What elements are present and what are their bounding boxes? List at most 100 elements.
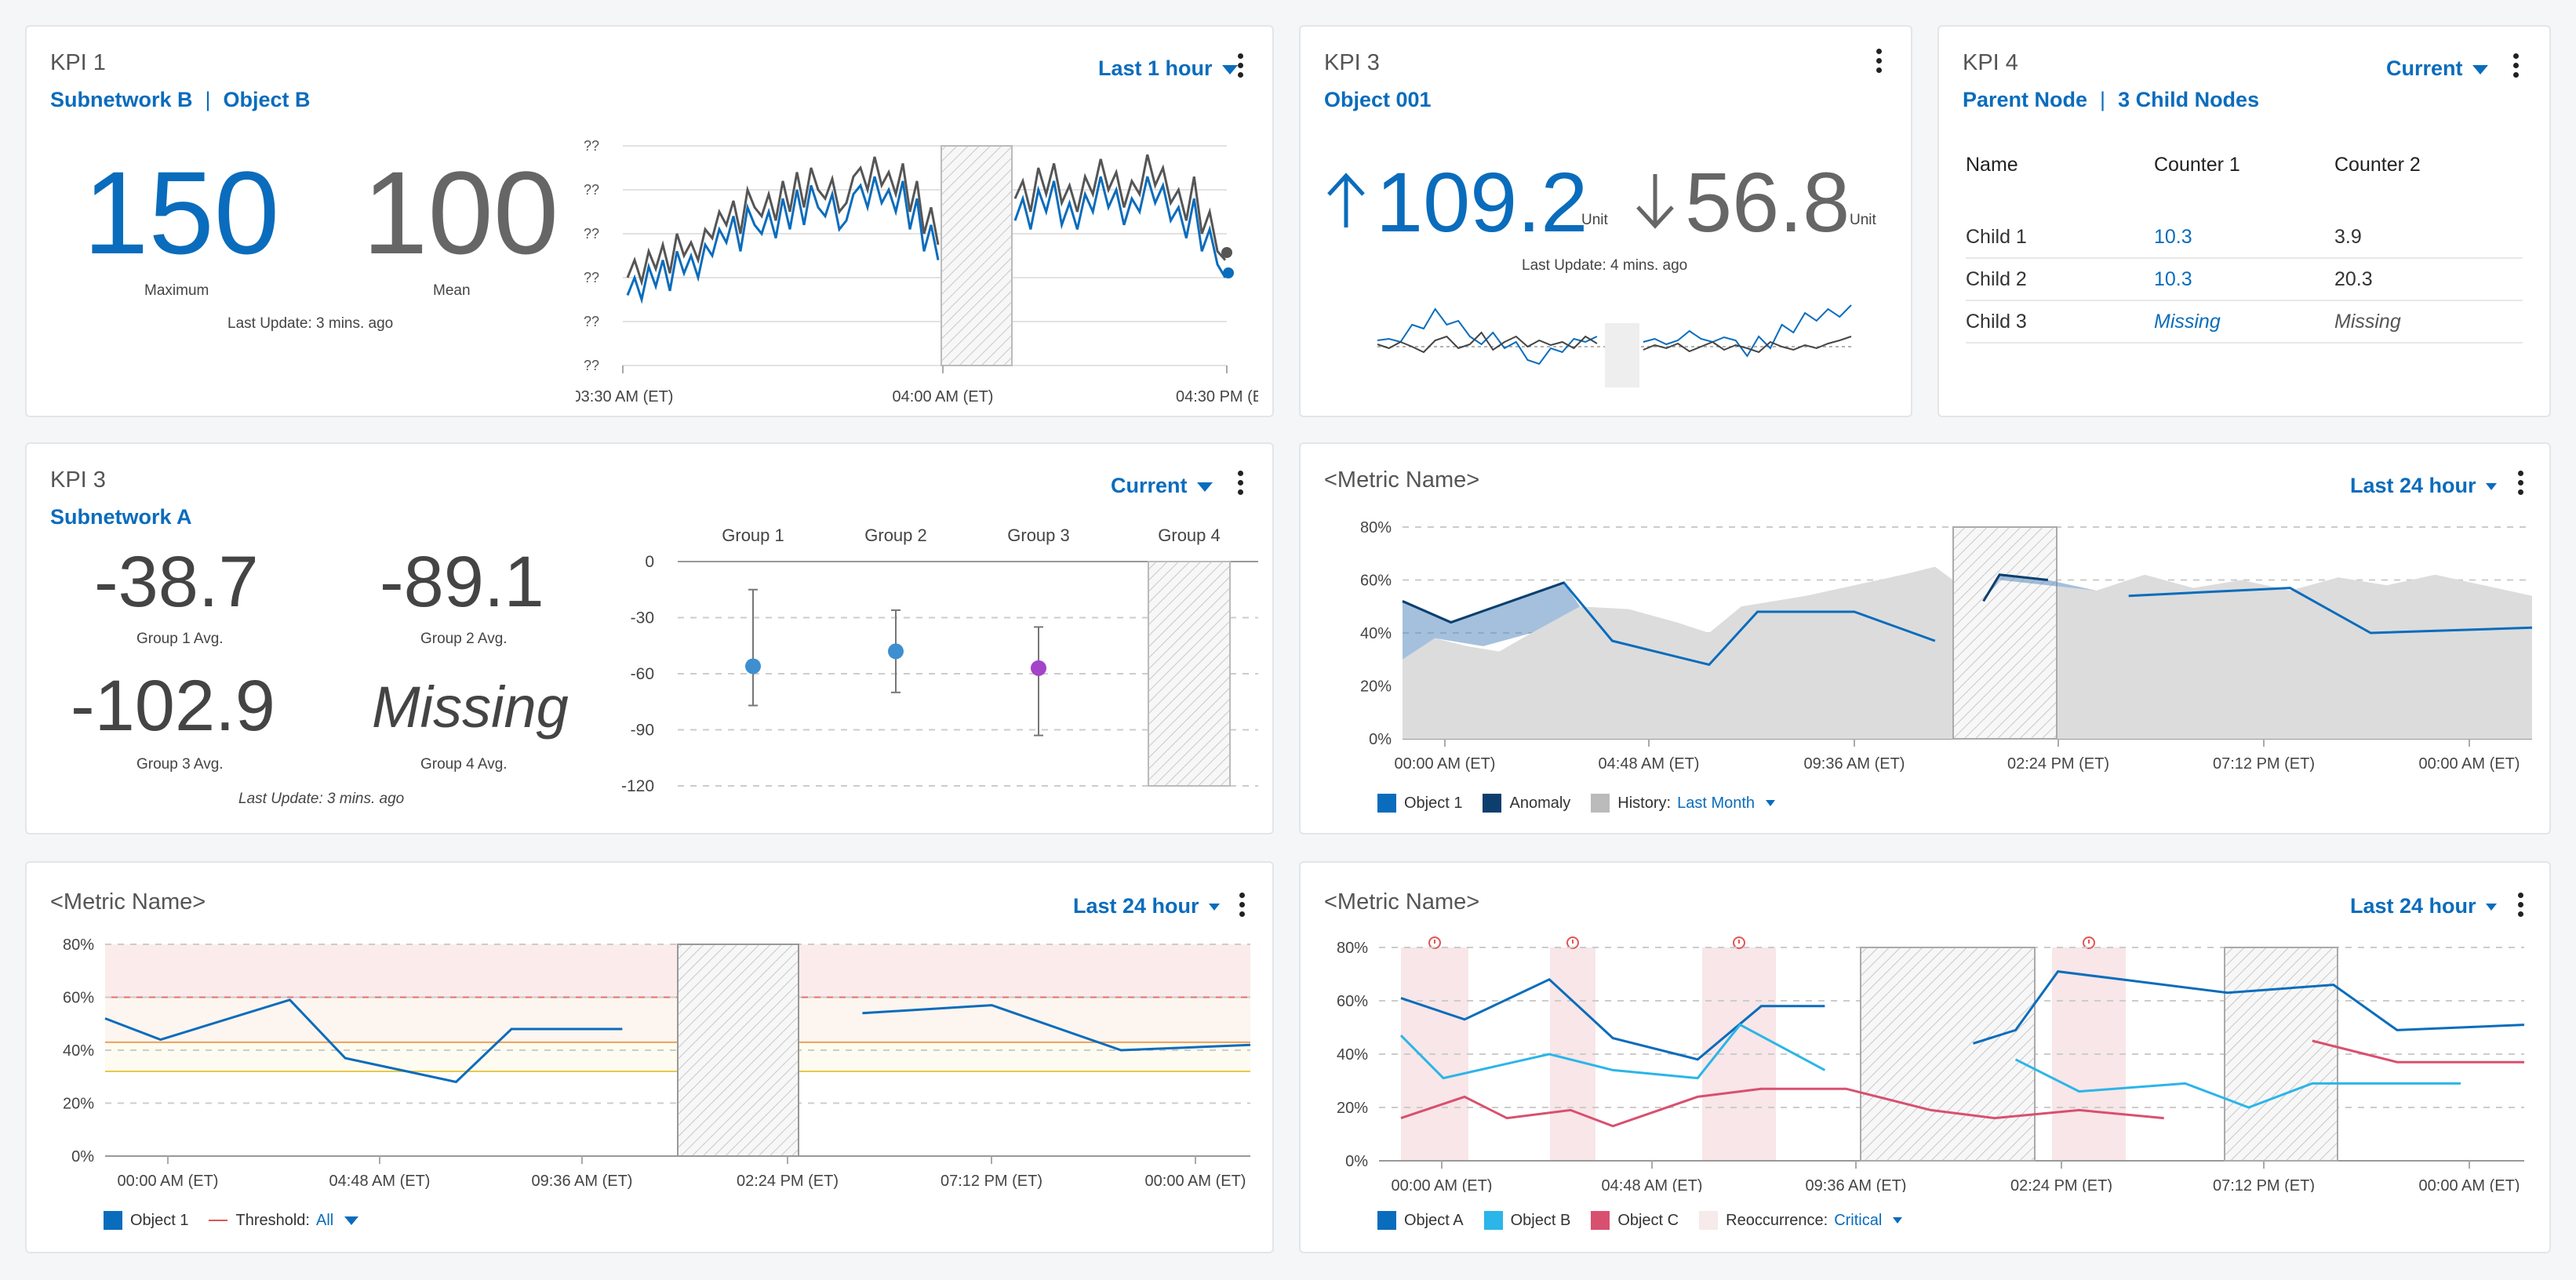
kpi1-mean-label: Mean: [433, 282, 471, 299]
legend-label: Threshold:: [235, 1211, 310, 1229]
kpi3-mid-title: KPI 3: [50, 467, 106, 493]
x-tick-label: 04:48 AM (ET): [1599, 755, 1700, 773]
metric-history-title: <Metric Name>: [1324, 467, 1480, 493]
threshold-option-dropdown[interactable]: All: [315, 1211, 334, 1229]
legend-label: Object 1: [130, 1211, 189, 1229]
legend-swatch: [1591, 794, 1610, 813]
more-options-icon[interactable]: [1235, 53, 1246, 83]
legend-label: Anomaly: [1509, 794, 1571, 812]
kpi3-top-card: KPI 3 Object 001 109.2 Unit 56.8 Unit La…: [1299, 25, 1912, 417]
alert-icon: [1733, 936, 1745, 949]
group1-avg-value: -38.7: [94, 542, 259, 622]
x-tick-label: 04:00 AM (ET): [893, 388, 994, 405]
kpi4-breadcrumb: Parent Node | 3 Child Nodes: [1963, 88, 2259, 112]
more-options-icon[interactable]: [1236, 893, 1247, 922]
history-option-dropdown[interactable]: Last Month: [1677, 794, 1756, 812]
legend-swatch: [1699, 1211, 1719, 1230]
x-tick-label: 04:48 AM (ET): [1602, 1177, 1703, 1192]
chevron-down-icon[interactable]: [1766, 800, 1776, 806]
anomaly-line: [1982, 573, 2049, 602]
arrow-down-icon: [1636, 174, 1674, 229]
group2-avg-label: Group 2 Avg.: [420, 631, 508, 647]
metric-threshold-card: <Metric Name> Last 24 hour 80% 60% 40% 20% 0…: [25, 861, 1274, 1253]
metric-threshold-range-dropdown[interactable]: Last 24 hour: [1073, 894, 1220, 918]
legend-label: Object C: [1617, 1211, 1679, 1229]
row-counter1[interactable]: Missing: [2154, 311, 2221, 333]
kpi1-subnetwork-link[interactable]: Subnetwork B: [50, 88, 193, 111]
category-label: Group 3: [1007, 525, 1070, 545]
object1-line: [104, 998, 623, 1084]
legend-item-object1[interactable]: Object 1: [104, 1211, 188, 1230]
mean-point: [888, 643, 904, 660]
kpi1-object-link[interactable]: Object B: [223, 88, 311, 111]
sparkline-series: [1377, 307, 1598, 365]
object1-line: [2128, 587, 2533, 635]
more-options-icon[interactable]: [1235, 471, 1246, 500]
reoccurrence-option-dropdown[interactable]: Critical: [1834, 1211, 1883, 1229]
kpi3-top-object-link[interactable]: Object 001: [1324, 88, 1432, 111]
metric-history-chart: 80% 60% 40% 20% 0% 00:00 AM (ET) 04:48 AM (ET…: [1360, 519, 2533, 773]
more-options-icon[interactable]: [1873, 49, 1884, 78]
anomaly-line: [1402, 581, 1565, 624]
x-tick-label: 07:12 PM (ET): [2213, 755, 2315, 773]
kpi1-endpoint-grey: [1221, 247, 1232, 258]
y-tick-label: ??: [584, 358, 599, 373]
x-tick-label: 09:36 AM (ET): [1804, 755, 1905, 773]
legend-label: Object A: [1404, 1211, 1464, 1229]
kpi1-breadcrumb: Subnetwork B | Object B: [50, 88, 311, 112]
kpi3-mid-range-dropdown[interactable]: Current: [1111, 474, 1213, 498]
chevron-down-icon[interactable]: [1893, 1217, 1903, 1224]
kpi3-up-unit: Unit: [1581, 212, 1608, 228]
legend-item-anomaly[interactable]: Anomaly: [1483, 794, 1570, 813]
x-tick-label: 09:36 AM (ET): [532, 1173, 633, 1190]
y-tick-label: 60%: [1337, 993, 1368, 1010]
kpi1-max-label: Maximum: [144, 282, 209, 299]
series-line-object-c: [1400, 1087, 2164, 1128]
threshold-line-swatch: [209, 1220, 228, 1221]
more-options-icon[interactable]: [2515, 893, 2526, 922]
chevron-down-icon: [1221, 64, 1238, 75]
x-tick-label: 02:24 PM (ET): [2010, 1177, 2112, 1192]
kpi1-range-dropdown[interactable]: Last 1 hour: [1098, 56, 1238, 81]
chevron-down-icon: [1208, 904, 1220, 911]
metric-threshold-title: <Metric Name>: [50, 889, 206, 915]
kpi4-range-dropdown[interactable]: Current: [2386, 56, 2488, 81]
series-line-object-a: [1973, 970, 2525, 1045]
y-tick-label: 40%: [63, 1042, 94, 1060]
group1-avg-label: Group 1 Avg.: [136, 631, 224, 647]
x-tick-label: 00:00 AM (ET): [1145, 1173, 1246, 1190]
row-counter1[interactable]: 10.3: [2154, 226, 2192, 248]
series-line-object-c: [2312, 1039, 2524, 1064]
more-options-icon[interactable]: [2510, 53, 2521, 83]
legend-swatch: [1377, 1211, 1396, 1230]
category-label: Group 1: [722, 525, 784, 545]
table-header: Name Counter 1 Counter 2: [1966, 144, 2523, 191]
row-counter1[interactable]: 10.3: [2154, 268, 2192, 290]
more-options-icon[interactable]: [2515, 471, 2526, 500]
chevron-down-icon[interactable]: [344, 1216, 359, 1225]
metric-history-range-dropdown[interactable]: Last 24 hour: [2350, 474, 2497, 498]
legend-item-object-c[interactable]: Object C: [1591, 1211, 1679, 1230]
y-tick-label: 80%: [1337, 940, 1368, 957]
kpi4-children-link[interactable]: 3 Child Nodes: [2118, 88, 2260, 111]
chevron-down-icon: [2485, 904, 2497, 911]
series-line-object-a: [1400, 978, 1825, 1061]
y-tick-label: 40%: [1337, 1046, 1368, 1064]
y-tick-label: 0: [645, 553, 654, 571]
kpi1-series-grey: [626, 156, 940, 287]
group4-missing-region: [1148, 561, 1231, 787]
metric-multi-range-dropdown[interactable]: Last 24 hour: [2350, 894, 2497, 918]
table-row: Child 3 Missing Missing: [1966, 301, 2523, 344]
kpi3-mid-subnetwork-link[interactable]: Subnetwork A: [50, 505, 192, 529]
kpi3-top-title: KPI 3: [1324, 50, 1380, 75]
kpi1-max-value: 150: [83, 147, 280, 278]
legend-item-object1[interactable]: Object 1: [1377, 794, 1462, 813]
legend-item-object-a[interactable]: Object A: [1377, 1211, 1464, 1230]
legend-item-object-b[interactable]: Object B: [1483, 1211, 1570, 1230]
x-tick-label: 00:00 AM (ET): [2419, 755, 2520, 773]
kpi4-parent-link[interactable]: Parent Node: [1963, 88, 2088, 111]
row-name: Child 2: [1966, 268, 2027, 290]
category-label: Group 2: [864, 525, 927, 545]
metric-multi-chart: 80% 60% 40% 20% 0% 00:00 AM (ET) 04:48 AM (ET…: [1337, 936, 2525, 1192]
table-row: Child 1 10.3 3.9: [1966, 216, 2523, 259]
